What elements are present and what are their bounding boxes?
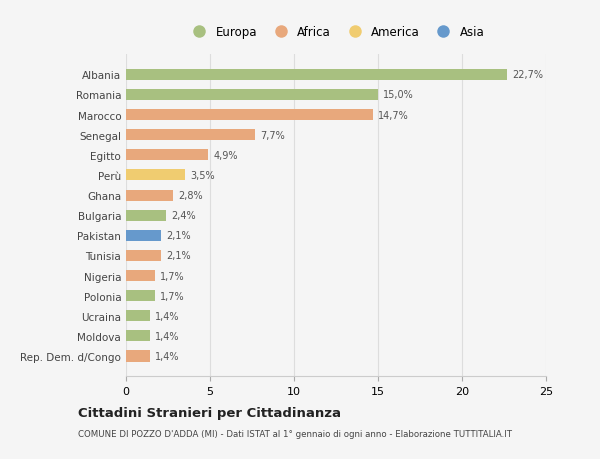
Text: 2,8%: 2,8% bbox=[178, 190, 203, 201]
Text: 7,7%: 7,7% bbox=[260, 130, 285, 140]
Text: 2,1%: 2,1% bbox=[166, 251, 191, 261]
Text: Cittadini Stranieri per Cittadinanza: Cittadini Stranieri per Cittadinanza bbox=[78, 406, 341, 419]
Bar bbox=[126, 130, 256, 141]
Text: 1,4%: 1,4% bbox=[155, 351, 179, 361]
Text: 2,4%: 2,4% bbox=[172, 211, 196, 221]
Bar bbox=[126, 210, 166, 221]
Text: 2,1%: 2,1% bbox=[166, 231, 191, 241]
Text: 1,4%: 1,4% bbox=[155, 331, 179, 341]
Bar bbox=[126, 70, 508, 81]
Text: 1,4%: 1,4% bbox=[155, 311, 179, 321]
Bar bbox=[126, 190, 173, 201]
Text: 1,7%: 1,7% bbox=[160, 291, 184, 301]
Text: 15,0%: 15,0% bbox=[383, 90, 414, 100]
Bar bbox=[126, 230, 161, 241]
Bar bbox=[126, 291, 155, 302]
Text: 1,7%: 1,7% bbox=[160, 271, 184, 281]
Text: 4,9%: 4,9% bbox=[214, 151, 238, 161]
Text: 22,7%: 22,7% bbox=[512, 70, 544, 80]
Text: 3,5%: 3,5% bbox=[190, 171, 214, 180]
Bar bbox=[126, 250, 161, 262]
Text: 14,7%: 14,7% bbox=[378, 110, 409, 120]
Bar bbox=[126, 330, 149, 341]
Bar bbox=[126, 110, 373, 121]
Bar bbox=[126, 150, 208, 161]
Bar bbox=[126, 270, 155, 281]
Bar bbox=[126, 170, 185, 181]
Legend: Europa, Africa, America, Asia: Europa, Africa, America, Asia bbox=[184, 22, 488, 42]
Bar bbox=[126, 311, 149, 322]
Bar bbox=[126, 351, 149, 362]
Text: COMUNE DI POZZO D'ADDA (MI) - Dati ISTAT al 1° gennaio di ogni anno - Elaborazio: COMUNE DI POZZO D'ADDA (MI) - Dati ISTAT… bbox=[78, 429, 512, 438]
Bar bbox=[126, 90, 378, 101]
